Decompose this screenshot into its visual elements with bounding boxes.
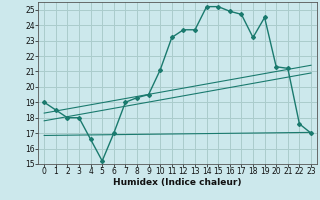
X-axis label: Humidex (Indice chaleur): Humidex (Indice chaleur)	[113, 178, 242, 187]
